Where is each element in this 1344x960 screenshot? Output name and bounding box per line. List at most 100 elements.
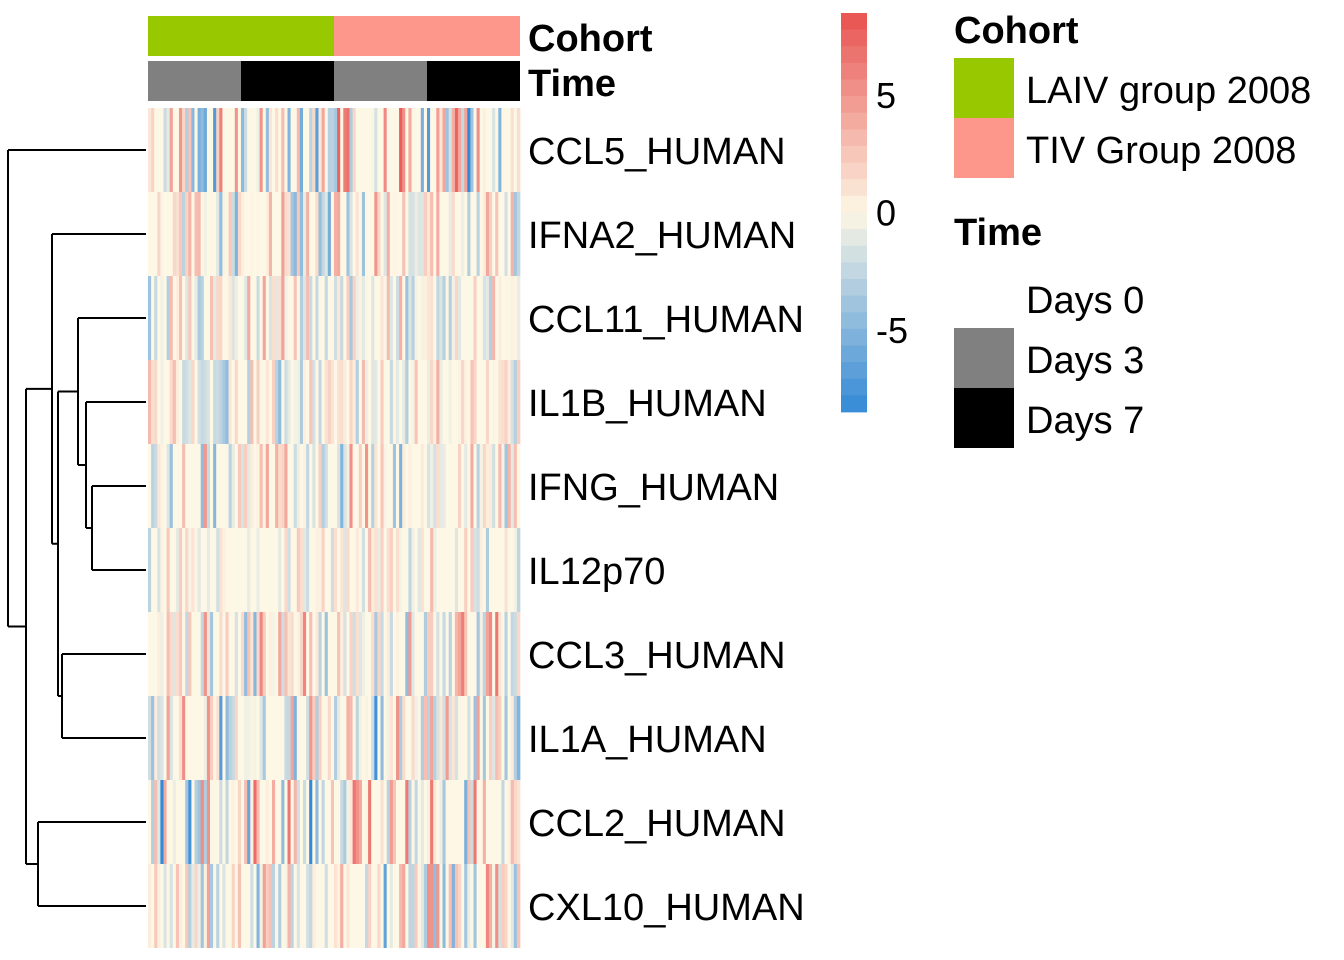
heatmap-cell: [185, 612, 189, 696]
heatmap-cell: [470, 612, 474, 696]
heatmap-cell: [337, 192, 341, 276]
heatmap-cell: [327, 444, 332, 528]
heatmap-cell: [312, 780, 316, 864]
heatmap-cell: [321, 444, 326, 528]
heatmap-cell: [380, 780, 384, 864]
heatmap-cell: [253, 108, 257, 192]
heatmap-cell: [237, 780, 242, 864]
heatmap-cell: [423, 528, 428, 612]
heatmap-cell: [244, 528, 248, 612]
heatmap-cell: [365, 696, 369, 780]
heatmap-cell: [448, 444, 453, 528]
heatmap-cell: [349, 612, 353, 696]
heatmap-cell: [148, 696, 152, 780]
heatmap-cell: [461, 192, 465, 276]
heatmap-cell: [383, 780, 388, 864]
heatmap-cell: [179, 276, 183, 360]
heatmap-cell: [188, 192, 192, 276]
heatmap-cell: [247, 696, 251, 780]
heatmap-cell: [337, 528, 341, 612]
heatmap-cell: [442, 612, 446, 696]
heatmap-cell: [272, 444, 276, 528]
heatmap-cell: [433, 444, 437, 528]
heatmap-cell: [160, 528, 164, 612]
heatmap-cell: [169, 780, 174, 864]
heatmap-cell: [473, 276, 477, 360]
heatmap-cell: [293, 108, 298, 192]
heatmap-cell: [442, 108, 446, 192]
heatmap-cell: [467, 864, 471, 948]
heatmap-cell: [160, 864, 164, 948]
heatmap-cell: [374, 864, 378, 948]
heatmap-cell: [343, 192, 347, 276]
heatmap-cell: [197, 696, 202, 780]
heatmap-cell: [349, 696, 353, 780]
heatmap-cell: [448, 696, 453, 780]
heatmap-cell: [365, 192, 369, 276]
heatmap-cell: [495, 444, 499, 528]
heatmap-cell: [396, 192, 400, 276]
heatmap-cell: [197, 360, 202, 444]
heatmap-cell: [250, 612, 254, 696]
heatmap-cell: [461, 528, 465, 612]
heatmap-cell: [191, 360, 195, 444]
heatmap-cell: [436, 360, 440, 444]
heatmap-cell: [427, 696, 431, 780]
heatmap-cell: [179, 780, 183, 864]
heatmap-cell: [334, 696, 338, 780]
heatmap-cell: [383, 696, 388, 780]
heatmap-cell: [268, 780, 273, 864]
heatmap-cell: [225, 696, 229, 780]
heatmap-cell: [191, 108, 195, 192]
heatmap-cell: [256, 864, 260, 948]
heatmap-cell: [392, 696, 397, 780]
heatmap-cell: [175, 696, 180, 780]
heatmap-cell: [231, 444, 236, 528]
heatmap-cell: [275, 276, 279, 360]
heatmap-cell: [194, 612, 198, 696]
heatmap-cell: [222, 276, 226, 360]
heatmap-cell: [321, 528, 326, 612]
heatmap-cell: [467, 696, 471, 780]
heatmap-cell: [343, 612, 347, 696]
heatmap-cell: [157, 780, 161, 864]
heatmap-cell: [259, 108, 264, 192]
heatmap-cell: [330, 528, 335, 612]
heatmap-cell: [420, 444, 425, 528]
heatmap-cell: [337, 612, 341, 696]
heatmap-cell: [278, 108, 282, 192]
heatmap-cell: [321, 276, 326, 360]
heatmap-cell: [451, 192, 456, 276]
heatmap-cell: [396, 360, 400, 444]
heatmap-cell: [148, 780, 152, 864]
cohort-annotation-label: Cohort: [528, 18, 653, 60]
legend-label-days7: Days 7: [1026, 400, 1144, 442]
heatmap-cell: [346, 864, 350, 948]
cohort-legend-title: Cohort: [954, 10, 1079, 52]
heatmap-cell: [315, 360, 319, 444]
heatmap-cell: [445, 360, 450, 444]
heatmap-cell: [479, 780, 484, 864]
color-scale-legend: 5 0 -5: [841, 13, 908, 413]
heatmap-cell: [411, 780, 415, 864]
heatmap-cell: [439, 780, 443, 864]
heatmap-cell: [318, 612, 322, 696]
heatmap-cell: [241, 612, 245, 696]
heatmap-cell: [368, 780, 372, 864]
heatmap-cell: [436, 276, 440, 360]
heatmap-cell: [448, 108, 453, 192]
heatmap-cell: [154, 696, 158, 780]
heatmap-cell: [185, 864, 189, 948]
heatmap-cell: [358, 528, 363, 612]
heatmap-cell: [383, 108, 388, 192]
time-segment-0: [148, 61, 241, 101]
heatmap-cell: [315, 276, 319, 360]
heatmap-cell: [492, 528, 496, 612]
heatmap-cell: [182, 780, 186, 864]
heatmap-cell: [213, 696, 217, 780]
heatmap-cell: [203, 612, 208, 696]
heatmap-cell: [191, 528, 195, 612]
heatmap-cell: [194, 108, 198, 192]
heatmap-cell: [473, 360, 477, 444]
heatmap-cell: [420, 276, 425, 360]
